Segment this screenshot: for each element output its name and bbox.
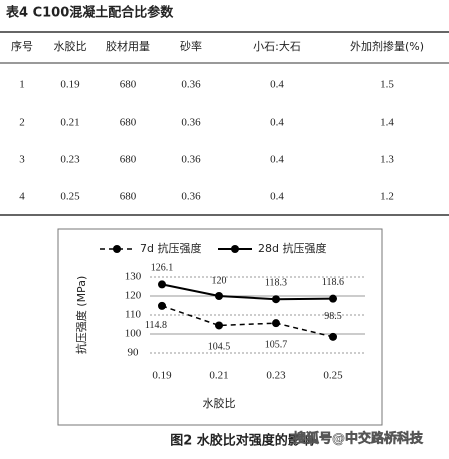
x-tick-label: 0.25 <box>323 370 343 382</box>
data-label: 120 <box>212 275 227 286</box>
table-header: 外加剂掺量(%) <box>350 39 424 53</box>
table-cell: 0.36 <box>181 191 201 203</box>
data-point <box>329 294 337 303</box>
legend-marker <box>231 245 239 253</box>
table-cell: 680 <box>120 191 137 203</box>
y-tick-label: 120 <box>125 290 142 302</box>
data-point <box>158 280 166 289</box>
chart-frame <box>57 228 383 426</box>
data-point <box>329 332 337 341</box>
x-tick-label: 0.21 <box>209 370 228 382</box>
y-axis-label: 抗压强度 (MPa) <box>74 276 88 354</box>
table-cell: 0.4 <box>270 154 284 166</box>
table-cell: 0.21 <box>60 117 79 129</box>
table-header: 水胶比 <box>54 39 87 53</box>
data-label: 118.6 <box>322 277 344 288</box>
table-header: 胶材用量 <box>106 39 150 53</box>
table-cell: 0.4 <box>270 117 284 129</box>
table-cell: 2 <box>19 117 25 129</box>
table-cell: 0.36 <box>181 117 201 129</box>
table-cell: 3 <box>19 154 25 166</box>
y-tick-label: 90 <box>128 347 140 359</box>
data-point <box>215 321 223 330</box>
data-label: 118.3 <box>265 278 287 289</box>
legend-label: 7d 抗压强度 <box>140 241 201 255</box>
x-tick-label: 0.19 <box>152 370 172 382</box>
table-cell: 0.19 <box>60 79 80 91</box>
table-header: 砂率 <box>180 39 202 53</box>
series-line <box>161 305 334 338</box>
data-point <box>272 319 280 328</box>
data-label: 114.8 <box>145 320 167 331</box>
table-cell: 0.36 <box>181 79 201 91</box>
table-cell: 680 <box>120 79 137 91</box>
table-cell: 0.23 <box>60 154 80 166</box>
table-cell: 1 <box>19 79 25 91</box>
table-cell: 0.4 <box>270 79 284 91</box>
table-cell: 1.2 <box>380 191 394 203</box>
table-header: 小石:大石 <box>253 39 301 53</box>
data-point <box>158 301 166 310</box>
table-cell: 0.4 <box>270 191 284 203</box>
table-cell: 0.36 <box>181 154 201 166</box>
data-label: 104.5 <box>208 342 231 353</box>
table-cell: 680 <box>120 154 137 166</box>
data-point <box>272 295 280 304</box>
table-header: 序号 <box>11 39 33 53</box>
table-cell: 0.25 <box>60 191 80 203</box>
table-cell: 1.5 <box>380 79 394 91</box>
y-tick-label: 130 <box>125 271 142 283</box>
table-cell: 1.3 <box>380 154 394 166</box>
data-label: 98.5 <box>324 311 342 322</box>
table-title: 表4 C100混凝土配合比参数 <box>5 5 174 21</box>
y-tick-label: 100 <box>125 328 142 340</box>
table-cell: 1.4 <box>380 117 394 129</box>
caption: 图2 水胶比对强度的影响 <box>170 433 314 449</box>
x-axis-label: 水胶比 <box>203 396 236 410</box>
watermark: 搜狐号@中交路桥科技 <box>293 431 424 447</box>
data-point <box>215 292 223 300</box>
series-line <box>161 283 334 301</box>
legend-marker <box>113 245 121 253</box>
table-cell: 4 <box>19 191 25 203</box>
x-tick-label: 0.23 <box>266 370 286 382</box>
data-label: 105.7 <box>265 339 288 350</box>
legend-label: 28d 抗压强度 <box>258 241 326 255</box>
y-tick-label: 110 <box>125 309 142 321</box>
data-label: 126.1 <box>151 263 174 274</box>
table-cell: 680 <box>120 117 137 129</box>
